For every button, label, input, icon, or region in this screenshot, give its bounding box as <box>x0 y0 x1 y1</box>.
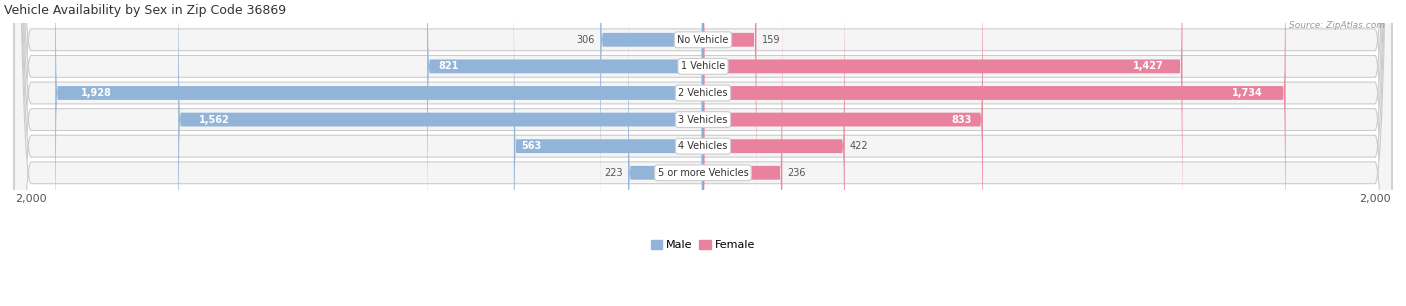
FancyBboxPatch shape <box>55 0 703 299</box>
FancyBboxPatch shape <box>703 0 756 246</box>
Text: 2 Vehicles: 2 Vehicles <box>678 88 728 98</box>
FancyBboxPatch shape <box>14 0 1392 306</box>
Legend: Male, Female: Male, Female <box>647 236 759 255</box>
Text: 5 or more Vehicles: 5 or more Vehicles <box>658 168 748 178</box>
FancyBboxPatch shape <box>179 0 703 306</box>
Text: 236: 236 <box>787 168 806 178</box>
Text: 422: 422 <box>849 141 869 151</box>
Text: Source: ZipAtlas.com: Source: ZipAtlas.com <box>1289 21 1385 30</box>
FancyBboxPatch shape <box>628 0 703 306</box>
FancyBboxPatch shape <box>703 0 845 306</box>
Text: Vehicle Availability by Sex in Zip Code 36869: Vehicle Availability by Sex in Zip Code … <box>4 4 287 17</box>
Text: 1 Vehicle: 1 Vehicle <box>681 62 725 71</box>
FancyBboxPatch shape <box>14 0 1392 306</box>
FancyBboxPatch shape <box>14 0 1392 306</box>
FancyBboxPatch shape <box>14 0 1392 306</box>
FancyBboxPatch shape <box>14 0 1392 306</box>
FancyBboxPatch shape <box>14 0 1392 306</box>
Text: 1,928: 1,928 <box>82 88 112 98</box>
Text: 563: 563 <box>522 141 541 151</box>
Text: 159: 159 <box>762 35 780 45</box>
FancyBboxPatch shape <box>600 0 703 246</box>
FancyBboxPatch shape <box>703 0 983 306</box>
Text: 223: 223 <box>605 168 623 178</box>
Text: 821: 821 <box>439 62 458 71</box>
Text: 1,562: 1,562 <box>200 114 231 125</box>
Text: 3 Vehicles: 3 Vehicles <box>678 114 728 125</box>
FancyBboxPatch shape <box>427 0 703 272</box>
FancyBboxPatch shape <box>703 0 782 306</box>
Text: 833: 833 <box>952 114 972 125</box>
Text: 1,427: 1,427 <box>1132 62 1163 71</box>
FancyBboxPatch shape <box>703 0 1285 299</box>
FancyBboxPatch shape <box>703 0 1182 272</box>
FancyBboxPatch shape <box>513 0 703 306</box>
Text: 4 Vehicles: 4 Vehicles <box>678 141 728 151</box>
Text: 1,734: 1,734 <box>1232 88 1263 98</box>
Text: No Vehicle: No Vehicle <box>678 35 728 45</box>
Text: 306: 306 <box>576 35 595 45</box>
